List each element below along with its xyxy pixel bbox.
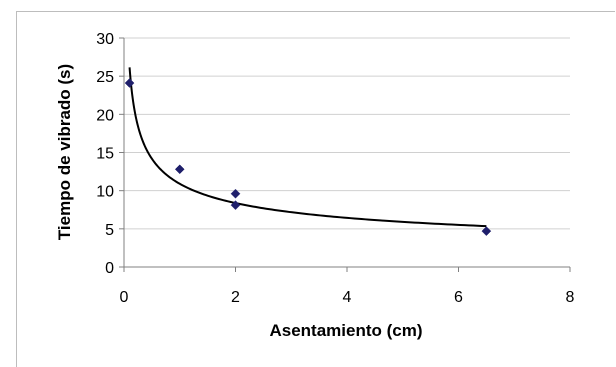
x-tick-label-6: 6 bbox=[454, 289, 463, 306]
x-tick-label-4: 4 bbox=[343, 289, 352, 306]
x-axis-title: Asentamiento (cm) bbox=[269, 321, 422, 340]
chart-frame bbox=[16, 11, 615, 367]
gridlines bbox=[124, 37, 570, 230]
y-tick-label-5: 5 bbox=[105, 222, 114, 239]
data-point-0-0 bbox=[124, 78, 135, 88]
trendline bbox=[128, 67, 487, 228]
data-points bbox=[124, 78, 492, 236]
y-tick-label-15: 15 bbox=[96, 146, 114, 163]
y-tick-label-10: 10 bbox=[96, 184, 114, 201]
y-tick-label-0: 0 bbox=[105, 260, 114, 277]
data-point-0-2 bbox=[230, 188, 241, 199]
x-tick-label-0: 0 bbox=[120, 289, 129, 306]
y-axis-title: Tiempo de vibrado (s) bbox=[55, 64, 74, 240]
y-tick-label-20: 20 bbox=[96, 107, 114, 124]
data-point-0-1 bbox=[174, 164, 185, 175]
x-tick-label-2: 2 bbox=[231, 289, 240, 306]
data-point-0-3 bbox=[230, 200, 241, 211]
trendline-layer bbox=[128, 67, 487, 228]
x-tick-label-8: 8 bbox=[566, 289, 575, 306]
axes bbox=[119, 37, 571, 272]
y-tick-label-30: 30 bbox=[96, 31, 114, 48]
tick-labels: 0 5 10 15 20 25 30 0 2 4 6 8 bbox=[96, 31, 574, 306]
data-point-0-4 bbox=[481, 226, 492, 236]
y-tick-label-25: 25 bbox=[96, 69, 114, 86]
